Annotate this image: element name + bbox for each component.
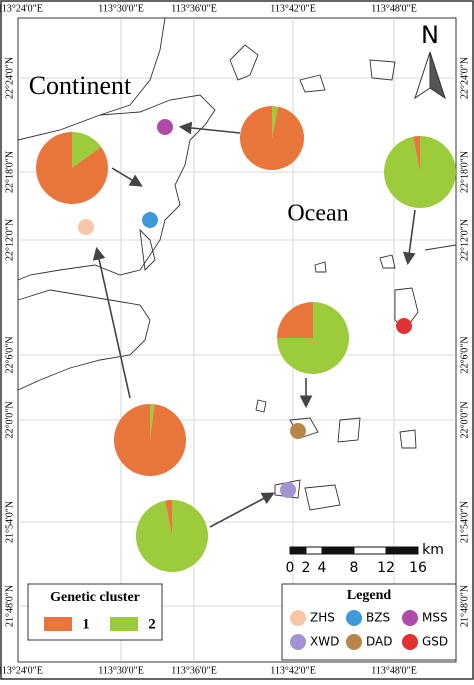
scale-tick-label: 4	[318, 560, 327, 576]
pie-wedge	[272, 106, 278, 138]
site-point	[78, 219, 94, 235]
longitude-label: 113°30'0"E	[98, 665, 144, 676]
latitude-label: 22°24'0"N	[4, 57, 15, 99]
latitude-label: 21°48'0"N	[4, 585, 15, 627]
latitude-label: 22°12'0"N	[4, 219, 15, 261]
site-name: BZS	[366, 611, 390, 625]
scale-bar	[289, 546, 419, 555]
latitude-label: 22°24'0"N	[459, 57, 470, 99]
cluster-swatch	[44, 617, 72, 631]
pie-wedge	[277, 302, 313, 338]
latitude-label: 22°0'0"N	[4, 401, 15, 438]
scale-tick-label: 8	[350, 560, 359, 576]
north-arrow: N	[414, 21, 446, 100]
latitude-label: 22°6'0"N	[4, 336, 15, 373]
site-name: MSS	[422, 611, 448, 625]
longitude-label: 113°30'0"E	[98, 3, 144, 14]
latitude-label: 22°12'0"N	[459, 219, 470, 261]
cluster-label: 1	[82, 616, 90, 632]
scale-segment	[353, 546, 387, 555]
longitude-label: 113°24'0"E	[0, 3, 43, 14]
cluster-legend-title: Genetic cluster	[50, 590, 140, 605]
pie-wedge	[114, 404, 187, 476]
pie-wedge	[35, 132, 108, 204]
latitude-label: 21°54'0"N	[459, 501, 470, 543]
site-name: XWD	[310, 635, 339, 649]
site-swatch	[346, 610, 362, 626]
site-point	[280, 482, 296, 498]
map-frame	[17, 17, 457, 663]
arrows	[92, 121, 416, 528]
scale-segment	[305, 546, 323, 555]
latitude-label: 22°18'0"N	[459, 151, 470, 193]
pie-wedge	[240, 106, 304, 170]
longitude-label: 113°36'0"E	[171, 665, 217, 676]
site-swatch	[402, 634, 418, 650]
longitude-label: 113°48'0"E	[371, 665, 417, 676]
cluster-label: 2	[148, 616, 156, 632]
site-swatch	[346, 634, 362, 650]
latitude-label: 22°18'0"N	[4, 151, 15, 193]
latitude-label: 21°54'0"N	[4, 501, 15, 543]
latitude-label: 22°6'0"N	[459, 336, 470, 373]
latitude-label: 21°48'0"N	[459, 585, 470, 627]
pie-wedge	[135, 500, 208, 573]
scale-tick-label: 0	[286, 560, 295, 576]
scale-unit: km	[422, 542, 444, 558]
site-point	[157, 119, 173, 135]
site-swatch	[290, 610, 306, 626]
site-swatch	[290, 634, 306, 650]
pie-wedge	[165, 500, 172, 536]
scale-segment	[321, 546, 355, 555]
pie-wedge	[150, 404, 155, 440]
site-name: ZHS	[310, 611, 335, 625]
site-legend-box	[281, 583, 457, 661]
north-label: N	[421, 21, 439, 49]
longitude-label: 113°48'0"E	[371, 3, 417, 14]
pie-wedge	[384, 136, 457, 208]
scale-tick-label: 2	[302, 560, 311, 576]
site-name: DAD	[366, 635, 392, 649]
longitude-label: 113°24'0"E	[0, 665, 43, 676]
latitude-label: 22°0'0"N	[459, 401, 470, 438]
site-legend-title: Legend	[347, 588, 392, 603]
scale-segment	[289, 546, 307, 555]
cluster-swatch	[110, 617, 138, 631]
site-point	[396, 318, 412, 334]
site-name: GSD	[422, 635, 448, 649]
pie-wedge	[413, 136, 420, 172]
continent-label: Continent	[29, 71, 132, 100]
scale-segment	[385, 546, 419, 555]
scale-tick-label: 12	[377, 560, 395, 576]
longitude-label: 113°42'0"E	[270, 665, 316, 676]
longitude-label: 113°42'0"E	[270, 3, 316, 14]
site-point	[142, 212, 158, 228]
site-swatch	[402, 610, 418, 626]
scale-tick-label: 16	[409, 560, 427, 576]
ocean-label: Ocean	[287, 201, 348, 227]
pie-wedge	[72, 132, 102, 168]
site-point	[290, 423, 306, 439]
longitude-label: 113°36'0"E	[171, 3, 217, 14]
